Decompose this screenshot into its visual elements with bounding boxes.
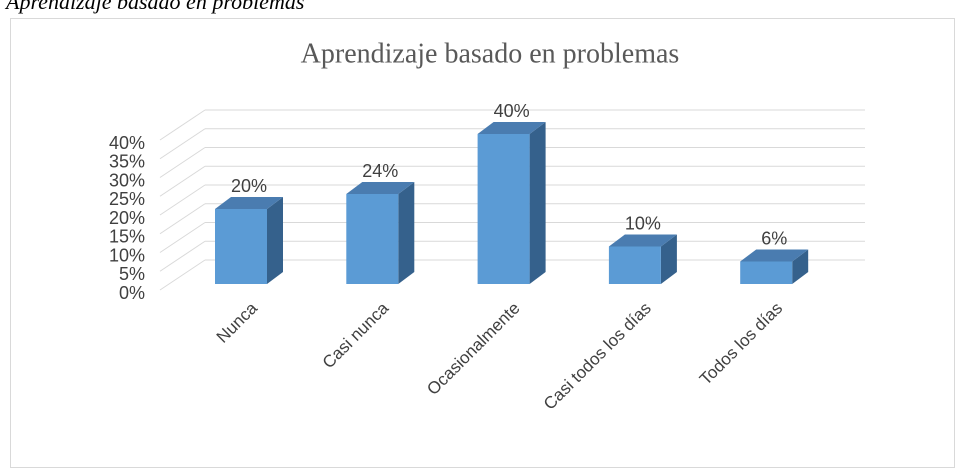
value-label: 20% xyxy=(231,176,267,196)
bar-side xyxy=(267,197,283,284)
bar-top xyxy=(740,249,809,262)
side-grid-line xyxy=(159,184,206,216)
bar-front xyxy=(740,261,793,284)
value-label: 10% xyxy=(625,213,661,233)
bar-front xyxy=(215,209,267,284)
bar-top xyxy=(215,197,283,209)
y-tick-label: 15% xyxy=(109,227,145,247)
x-tick-label: Ocasionalmente xyxy=(423,299,523,399)
side-grid-line xyxy=(159,147,206,178)
bar-top xyxy=(346,182,415,194)
y-tick-label: 10% xyxy=(109,245,145,265)
bar-side xyxy=(529,122,546,284)
bar xyxy=(346,182,415,284)
value-label: 40% xyxy=(494,101,530,121)
bar xyxy=(215,197,283,284)
x-tick-label: Casi todos los días xyxy=(540,299,655,414)
bar xyxy=(740,249,809,284)
bar-side xyxy=(792,249,809,284)
y-tick-label: 20% xyxy=(109,208,145,228)
side-grid-line xyxy=(159,240,206,272)
x-tick-label: Nunca xyxy=(213,298,262,347)
caption: Aprendizaje basado en problemas xyxy=(4,0,304,14)
value-label: 6% xyxy=(761,228,787,248)
bar-top xyxy=(608,234,677,247)
y-tick-label: 40% xyxy=(109,133,145,153)
bar xyxy=(477,122,546,284)
bar-top xyxy=(477,122,546,134)
bar-side xyxy=(398,182,415,284)
value-label: 24% xyxy=(362,161,398,181)
y-tick-label: 30% xyxy=(109,170,145,190)
x-tick-label: Casi nunca xyxy=(319,298,393,372)
side-grid-line xyxy=(159,165,206,197)
side-grid-line xyxy=(159,203,206,235)
bar-front xyxy=(608,246,661,284)
y-tick-label: 5% xyxy=(119,264,145,284)
y-tick-label: 0% xyxy=(119,283,145,303)
bar-side xyxy=(660,234,677,284)
bar-front xyxy=(477,134,530,284)
side-grid-line xyxy=(159,222,206,253)
bar xyxy=(608,234,677,284)
side-grid-line xyxy=(159,128,206,160)
x-tick-label: Todos los días xyxy=(696,299,786,389)
chart-title: Aprendizaje basado en problemas xyxy=(301,38,680,69)
side-grid-line xyxy=(159,259,206,291)
y-tick-label: 35% xyxy=(109,152,145,172)
y-tick-label: 25% xyxy=(109,189,145,209)
bar-front xyxy=(346,194,399,284)
side-grid-line xyxy=(159,109,206,141)
